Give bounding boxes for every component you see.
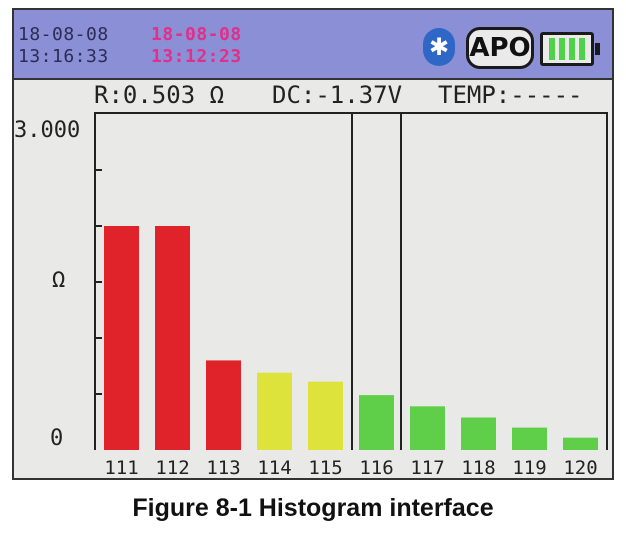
x-tick-label-115: 115 bbox=[308, 457, 342, 479]
y-min-label: 0 bbox=[50, 426, 64, 451]
x-tick-label-113: 113 bbox=[206, 457, 240, 479]
battery-icon bbox=[540, 32, 600, 66]
resistance-readout: R:0.503 Ω bbox=[94, 81, 225, 109]
x-tick-label-111: 111 bbox=[104, 457, 138, 479]
x-tick-label-119: 119 bbox=[512, 457, 546, 479]
current-time: 13:16:33 bbox=[18, 46, 109, 67]
dc-voltage-readout: DC:-1.37V bbox=[272, 81, 403, 109]
status-bar: 18-08-08 13:16:33 18-08-08 13:12:23 ✱ AP… bbox=[14, 10, 612, 80]
x-tick-label-118: 118 bbox=[461, 457, 495, 479]
x-tick-label-114: 114 bbox=[257, 457, 291, 479]
bar-111 bbox=[104, 226, 139, 450]
figure-caption: Figure 8-1 Histogram interface bbox=[132, 494, 494, 522]
y-unit-label: Ω bbox=[52, 268, 66, 293]
battery-cell bbox=[579, 38, 585, 60]
record-time: 13:12:23 bbox=[151, 46, 242, 67]
bar-120 bbox=[563, 437, 598, 450]
battery-cell bbox=[569, 38, 575, 60]
bar-117 bbox=[410, 406, 445, 450]
temperature-readout: TEMP:----- bbox=[438, 81, 583, 109]
bar-113 bbox=[206, 360, 241, 450]
record-date: 18-08-08 bbox=[151, 24, 242, 45]
apo-indicator: APO bbox=[466, 27, 534, 69]
histogram-svg: 111 112 113 114 115 116 117 118 119 120 bbox=[96, 114, 598, 479]
record-datetime: 18-08-08 13:12:23 bbox=[151, 24, 242, 68]
bar-119 bbox=[512, 427, 547, 450]
current-date: 18-08-08 bbox=[18, 24, 109, 45]
bluetooth-icon: ✱ bbox=[423, 28, 455, 66]
histogram-plot: 111 112 113 114 115 116 117 118 119 120 bbox=[94, 112, 608, 478]
current-datetime: 18-08-08 13:16:33 bbox=[18, 24, 109, 68]
bar-116 bbox=[359, 395, 394, 450]
bar-115 bbox=[308, 381, 343, 450]
bar-112 bbox=[155, 226, 190, 450]
meter-screen: 18-08-08 13:16:33 18-08-08 13:12:23 ✱ AP… bbox=[12, 8, 614, 480]
x-tick-label-112: 112 bbox=[155, 457, 189, 479]
y-max-label: 3.000 bbox=[14, 118, 81, 143]
battery-cell bbox=[549, 38, 555, 60]
x-tick-label-120: 120 bbox=[563, 457, 597, 479]
x-tick-label-116: 116 bbox=[359, 457, 393, 479]
x-tick-label-117: 117 bbox=[410, 457, 444, 479]
battery-cell bbox=[559, 38, 565, 60]
bar-118 bbox=[461, 417, 496, 450]
battery-cap bbox=[595, 43, 600, 55]
bar-114 bbox=[257, 372, 292, 450]
